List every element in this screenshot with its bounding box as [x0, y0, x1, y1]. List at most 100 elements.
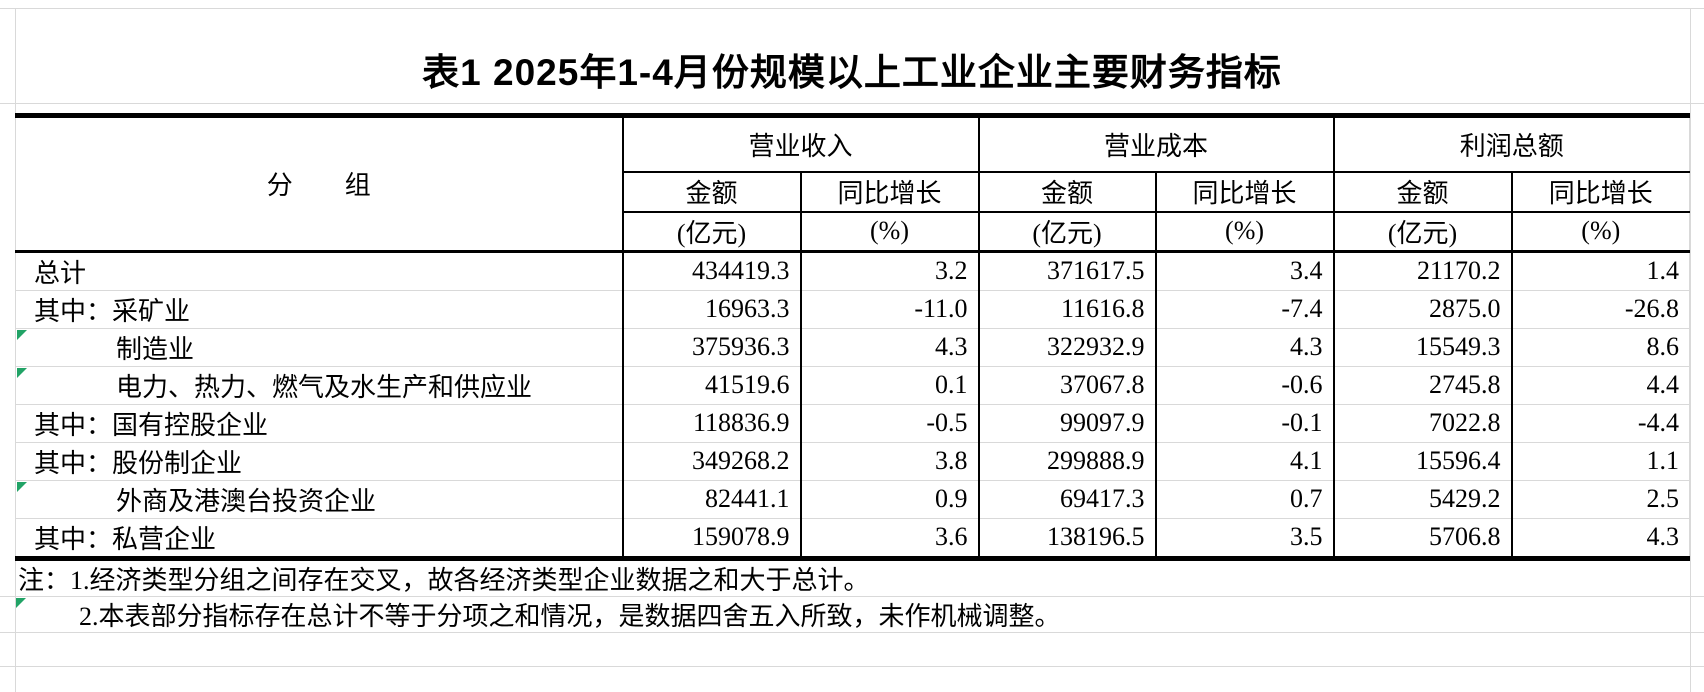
cell-profit-amount[interactable]: 2745.8: [1332, 366, 1512, 405]
row-label: 其中：国有控股企业: [34, 410, 269, 440]
cell-revenue-growth[interactable]: 3.8: [799, 442, 979, 481]
gridline: [0, 103, 1704, 104]
unit-profit-growth[interactable]: (%): [1510, 211, 1690, 253]
cell-revenue-growth[interactable]: 3.6: [799, 518, 979, 558]
cell-revenue-amount[interactable]: 159078.9: [621, 518, 801, 558]
table-row: 电力、热力、燃气及水生产和供应业 41519.6 0.1 37067.8 -0.…: [15, 366, 1690, 405]
cell-profit-amount[interactable]: 2875.0: [1332, 290, 1512, 329]
row-label-cell[interactable]: 其中：采矿业: [15, 290, 623, 329]
table-row: 总计 434419.3 3.2 371617.5 3.4 21170.2 1.4: [15, 251, 1690, 291]
cell-error-indicator-icon: [17, 367, 27, 378]
header-operating-cost[interactable]: 营业成本: [977, 115, 1334, 173]
cell-cost-growth[interactable]: 3.4: [1154, 251, 1334, 291]
cell-profit-growth[interactable]: 4.4: [1510, 366, 1690, 405]
cell-revenue-growth[interactable]: 4.3: [799, 328, 979, 367]
cell-cost-growth[interactable]: 0.7: [1154, 480, 1334, 519]
cell-cost-amount[interactable]: 371617.5: [977, 251, 1156, 291]
cell-cost-growth[interactable]: 3.5: [1154, 518, 1334, 558]
table-row: 其中：采矿业 16963.3 -11.0 11616.8 -7.4 2875.0…: [15, 290, 1690, 329]
cell-revenue-growth[interactable]: -11.0: [799, 290, 979, 329]
cell-revenue-growth[interactable]: 0.9: [799, 480, 979, 519]
header-profit-growth[interactable]: 同比增长: [1510, 171, 1690, 213]
row-label: 其中：采矿业: [34, 296, 191, 326]
row-label-cell[interactable]: 总计: [15, 251, 623, 291]
cell-profit-growth[interactable]: -26.8: [1510, 290, 1690, 329]
financial-indicators-table: 分 组 营业收入 营业成本 利润总额 金额 同比增长 金额 同比增长 金额 同比…: [15, 113, 1691, 561]
gridline: [0, 8, 1704, 9]
cell-profit-amount[interactable]: 15596.4: [1332, 442, 1512, 481]
header-total-profit[interactable]: 利润总额: [1332, 115, 1690, 173]
unit-cost-amount[interactable]: (亿元): [977, 211, 1156, 253]
cell-revenue-amount[interactable]: 16963.3: [621, 290, 801, 329]
cell-profit-growth[interactable]: 4.3: [1510, 518, 1690, 558]
table-title[interactable]: 表1 2025年1-4月份规模以上工业企业主要财务指标: [422, 52, 1282, 93]
table-row: 制造业 375936.3 4.3 322932.9 4.3 15549.3 8.…: [15, 328, 1690, 367]
table-row: 其中：股份制企业 349268.2 3.8 299888.9 4.1 15596…: [15, 442, 1690, 481]
cell-revenue-growth[interactable]: -0.5: [799, 404, 979, 443]
unit-profit-amount[interactable]: (亿元): [1332, 211, 1512, 253]
gridline: [0, 666, 1704, 667]
footnote-1[interactable]: 注：1.经济类型分组之间存在交叉，故各经济类型企业数据之和大于总计。: [18, 565, 870, 595]
cell-profit-growth[interactable]: 1.1: [1510, 442, 1690, 481]
row-label-cell[interactable]: 其中：股份制企业: [15, 442, 623, 481]
row-label: 总计: [34, 258, 87, 288]
cell-profit-amount[interactable]: 21170.2: [1332, 251, 1512, 291]
cell-profit-amount[interactable]: 7022.8: [1332, 404, 1512, 443]
cell-cost-amount[interactable]: 138196.5: [977, 518, 1156, 558]
row-label-cell[interactable]: 制造业: [15, 328, 623, 367]
row-label-cell[interactable]: 电力、热力、燃气及水生产和供应业: [15, 366, 623, 405]
unit-revenue-growth[interactable]: (%): [799, 211, 979, 253]
cell-revenue-amount[interactable]: 349268.2: [621, 442, 801, 481]
cell-cost-amount[interactable]: 37067.8: [977, 366, 1156, 405]
cell-cost-growth[interactable]: -0.1: [1154, 404, 1334, 443]
footnote-2[interactable]: 2.本表部分指标存在总计不等于分项之和情况，是数据四舍五入所致，未作机械调整。: [79, 601, 1061, 631]
table-row: 其中：国有控股企业 118836.9 -0.5 99097.9 -0.1 702…: [15, 404, 1690, 443]
table-row: 外商及港澳台投资企业 82441.1 0.9 69417.3 0.7 5429.…: [15, 480, 1690, 519]
cell-cost-amount[interactable]: 99097.9: [977, 404, 1156, 443]
row-label: 其中：股份制企业: [34, 448, 243, 478]
header-revenue-amount[interactable]: 金额: [621, 171, 801, 213]
header-row-groups: 分 组 营业收入 营业成本 利润总额: [15, 115, 1690, 253]
cell-profit-growth[interactable]: 1.4: [1510, 251, 1690, 291]
header-row-sub: 金额 同比增长 金额 同比增长 金额 同比增长: [16, 171, 1690, 213]
cell-error-indicator-icon: [17, 481, 27, 492]
cell-cost-growth[interactable]: 4.3: [1154, 328, 1334, 367]
header-cost-growth[interactable]: 同比增长: [1154, 171, 1334, 213]
gridline: [1690, 8, 1691, 692]
cell-cost-amount[interactable]: 299888.9: [977, 442, 1156, 481]
row-label: 其中：私营企业: [34, 524, 217, 554]
gridline: [0, 632, 1704, 633]
cell-cost-growth[interactable]: -7.4: [1154, 290, 1334, 329]
cell-revenue-amount[interactable]: 118836.9: [621, 404, 801, 443]
row-label-cell[interactable]: 外商及港澳台投资企业: [15, 480, 623, 519]
cell-profit-growth[interactable]: 8.6: [1510, 328, 1690, 367]
row-label: 外商及港澳台投资企业: [116, 486, 377, 516]
cell-error-indicator-icon: [16, 598, 26, 608]
header-operating-revenue[interactable]: 营业收入: [621, 115, 979, 173]
cell-revenue-amount[interactable]: 434419.3: [621, 251, 801, 291]
unit-cost-growth[interactable]: (%): [1154, 211, 1334, 253]
cell-profit-amount[interactable]: 15549.3: [1332, 328, 1512, 367]
row-label-cell[interactable]: 其中：国有控股企业: [15, 404, 623, 443]
cell-cost-growth[interactable]: -0.6: [1154, 366, 1334, 405]
cell-cost-growth[interactable]: 4.1: [1154, 442, 1334, 481]
cell-cost-amount[interactable]: 11616.8: [977, 290, 1156, 329]
cell-cost-amount[interactable]: 69417.3: [977, 480, 1156, 519]
cell-profit-growth[interactable]: 2.5: [1510, 480, 1690, 519]
cell-cost-amount[interactable]: 322932.9: [977, 328, 1156, 367]
header-revenue-growth[interactable]: 同比增长: [799, 171, 979, 213]
header-cost-amount[interactable]: 金额: [977, 171, 1156, 213]
cell-revenue-growth[interactable]: 3.2: [799, 251, 979, 291]
cell-profit-amount[interactable]: 5706.8: [1332, 518, 1512, 558]
cell-revenue-growth[interactable]: 0.1: [799, 366, 979, 405]
header-profit-amount[interactable]: 金额: [1332, 171, 1512, 213]
row-label-cell[interactable]: 其中：私营企业: [16, 518, 623, 558]
unit-revenue-amount[interactable]: (亿元): [621, 211, 801, 253]
cell-revenue-amount[interactable]: 82441.1: [621, 480, 801, 519]
cell-profit-amount[interactable]: 5429.2: [1332, 480, 1512, 519]
row-label: 电力、热力、燃气及水生产和供应业: [116, 372, 533, 402]
cell-revenue-amount[interactable]: 375936.3: [621, 328, 801, 367]
cell-revenue-amount[interactable]: 41519.6: [621, 366, 801, 405]
header-group-column[interactable]: 分 组: [15, 115, 623, 253]
cell-profit-growth[interactable]: -4.4: [1510, 404, 1690, 443]
